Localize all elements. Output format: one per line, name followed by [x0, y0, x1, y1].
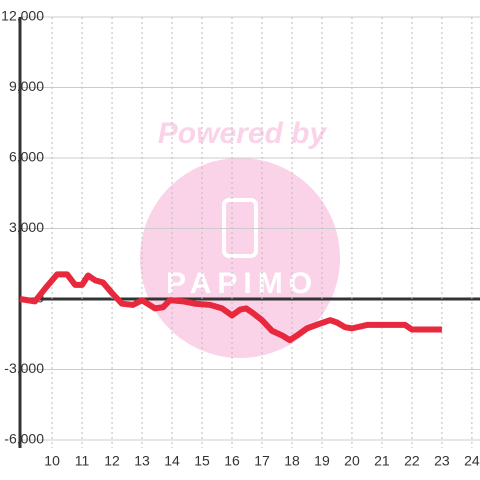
x-tick-label: 20 [344, 453, 360, 469]
y-tick-label: 9,000 [9, 78, 44, 94]
x-tick-label: 22 [404, 453, 420, 469]
x-tick-label: 11 [75, 453, 90, 469]
y-tick-label: -3,000 [4, 360, 44, 376]
x-tick-label: 10 [44, 453, 60, 469]
x-tick-label: 12 [104, 453, 120, 469]
x-tick-label: 23 [434, 453, 450, 469]
y-tick-label: -6,000 [4, 431, 44, 447]
x-tick-label: 17 [254, 453, 270, 469]
y-tick-label: 3,000 [9, 219, 44, 235]
watermark-text: Powered by [158, 117, 328, 150]
x-tick-label: 21 [374, 453, 390, 469]
x-tick-label: 13 [134, 453, 150, 469]
x-tick-label: 24 [464, 453, 480, 469]
line [19, 271, 442, 344]
x-tick-label: 16 [224, 453, 240, 469]
x-tick-label: 15 [194, 453, 210, 469]
y-tick-label: 6,000 [9, 149, 44, 165]
x-tick-label: 19 [314, 453, 330, 469]
x-tick-label: 14 [164, 453, 180, 469]
y-tick-label: 12,000 [1, 8, 44, 24]
x-tick-label: 18 [284, 453, 300, 469]
watermark-logo: PAPIMO [166, 267, 318, 300]
